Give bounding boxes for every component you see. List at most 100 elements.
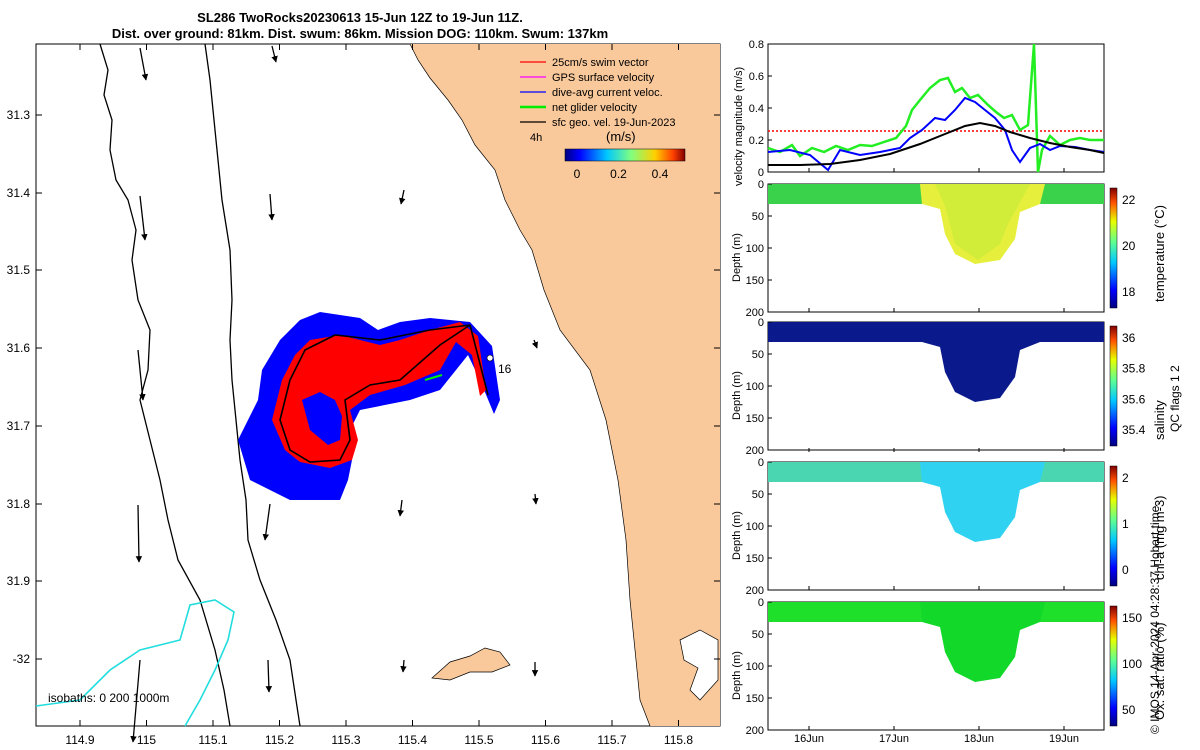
time-tick-label: 18Jun — [964, 733, 994, 745]
depth-tick: 50 — [752, 489, 764, 501]
depth-tick: 100 — [746, 381, 764, 393]
lon-tick-label: 115.7 — [597, 733, 626, 747]
colorbar-tick: 35.6 — [1122, 392, 1146, 406]
net-glider-velocity — [424, 374, 443, 381]
depth-tick: 50 — [752, 211, 764, 223]
velocity-ylabel: velocity magnitude (m/s) — [733, 67, 745, 186]
colorbar-tick: 1 — [1122, 517, 1129, 531]
time-tick-label: 17Jun — [879, 733, 909, 745]
depth-ylabel: Depth (m) — [731, 651, 743, 700]
depth-tick: 200 — [746, 445, 764, 457]
depth-tick: 0 — [758, 317, 764, 329]
depth-tick: 150 — [746, 693, 764, 705]
variable-colorbar — [1109, 465, 1118, 587]
estuary-line — [679, 629, 719, 701]
lon-tick-label: 115.1 — [198, 733, 227, 747]
colorbar-tick: 150 — [1122, 611, 1142, 625]
lon-tick-label: 115.6 — [531, 733, 560, 747]
depth-tick: 150 — [746, 275, 764, 287]
depth-ylabel: Depth (m) — [731, 371, 743, 420]
colorbar-label: salinity — [1152, 400, 1167, 440]
time-tick-label: 19Jun — [1049, 733, 1079, 745]
lon-tick-label: 115.8 — [664, 733, 693, 747]
colorbar-tick: 22 — [1122, 193, 1136, 207]
legend-label: GPS surface velocity — [552, 72, 655, 84]
credit-text: © IMOS 14-Apr-2024 04:28:37 Hobart time. — [1148, 502, 1162, 734]
variable-colorbar — [1109, 187, 1118, 309]
colorbar-tick: 2 — [1122, 471, 1129, 485]
lon-tick-label: 115 — [137, 733, 156, 747]
colorbar-tick: 36 — [1122, 331, 1136, 345]
dive-avg-series — [767, 96, 1105, 172]
depth-ylabel: Depth (m) — [731, 233, 743, 282]
depth-tick: 100 — [746, 521, 764, 533]
position-marker — [486, 354, 494, 362]
geostrophic-series — [768, 121, 1105, 166]
depth-tick: 200 — [746, 585, 764, 597]
map-legend: 25cm/s swim vector GPS surface velocity di… — [520, 57, 686, 181]
net-velocity-series — [767, 43, 1104, 173]
colorbar-tick: 20 — [1122, 239, 1136, 253]
depth-ylabel: Depth (m) — [731, 511, 743, 560]
colorbar-tick: 18 — [1122, 285, 1136, 299]
colorbar-tick: 35.8 — [1122, 362, 1146, 376]
depth-tick: 200 — [746, 307, 764, 319]
isobath-1000m — [35, 599, 235, 727]
depth-tick: 100 — [746, 243, 764, 255]
velocity-ytick: 0.4 — [749, 103, 764, 115]
colorbar-tick: 0 — [1122, 563, 1129, 577]
speed-colorbar — [564, 148, 686, 162]
depth-tick: 0 — [758, 457, 764, 469]
isobath-0m — [204, 43, 301, 727]
lon-tick-label: 115.2 — [265, 733, 294, 747]
velocity-ytick: 0.6 — [749, 71, 764, 83]
coast-line — [409, 43, 651, 727]
depth-section-panel: Depth (m) 0 50 100 150 200 18 20 22 temperature (… — [731, 179, 1167, 319]
depth-tick: 200 — [746, 725, 764, 737]
island — [431, 647, 511, 681]
point-label: 16 — [498, 362, 512, 376]
lon-tick-label: 115.5 — [464, 733, 493, 747]
depth-tick: 50 — [752, 349, 764, 361]
depth-tick: 150 — [746, 553, 764, 565]
lat-tick-label: 31.7 — [7, 419, 31, 433]
variable-colorbar — [1109, 325, 1118, 447]
swim-vector-swath — [272, 322, 486, 468]
qc-flags-label: QC flags 1 2 — [1168, 365, 1182, 432]
figure-title-line1: SL286 TwoRocks20230613 15-Jun 12Z to 19-… — [197, 10, 523, 25]
depth-tick: 0 — [758, 597, 764, 609]
depth-tick: 50 — [752, 629, 764, 641]
lat-tick-label: -32 — [13, 652, 31, 666]
depth-tick: 150 — [746, 413, 764, 425]
time-axis: 16Jun 17Jun 18Jun 19Jun — [794, 168, 1079, 745]
depth-section-panel: Depth (m) 0 50 100 150 200 35.4 35.6 35.8 36 salin… — [731, 317, 1167, 457]
lon-tick-label: 115.4 — [398, 733, 427, 747]
time-tick-label: 16Jun — [794, 733, 824, 745]
velocity-ytick: 0.2 — [749, 135, 764, 147]
land-mass — [410, 44, 720, 726]
legend-4h: 4h — [530, 132, 542, 144]
colorbar-tick: 0 — [574, 167, 581, 181]
lat-tick-label: 31.3 — [7, 108, 31, 122]
velocity-ytick: 0.8 — [749, 39, 764, 51]
colorbar-tick: 35.4 — [1122, 423, 1146, 437]
velocity-magnitude-plot: velocity magnitude (m/s) 0 0.2 0.4 0.6 0.8 — [733, 39, 1105, 186]
legend-label: net glider velocity — [552, 102, 637, 114]
colorbar-tick: 50 — [1122, 703, 1136, 717]
depth-tick: 0 — [758, 179, 764, 191]
isobaths-label: isobaths: 0 200 1000m — [48, 691, 169, 705]
legend-label: dive-avg current veloc. — [552, 87, 663, 99]
depth-tick: 100 — [746, 661, 764, 673]
legend-label: sfc geo. vel. 19-Jun-2023 — [552, 117, 676, 129]
variable-colorbar — [1109, 605, 1118, 727]
lat-tick-label: 31.8 — [7, 497, 31, 511]
colorbar-label: temperature (°C) — [1152, 205, 1167, 302]
lon-tick-label: 115.3 — [331, 733, 360, 747]
isobath-200m — [99, 43, 231, 727]
lat-tick-label: 31.9 — [7, 574, 31, 588]
surface-geostrophic-vectors — [130, 45, 539, 743]
glider-track-map: 16 25cm/s swim vector GPS surface velocit… — [7, 43, 721, 747]
